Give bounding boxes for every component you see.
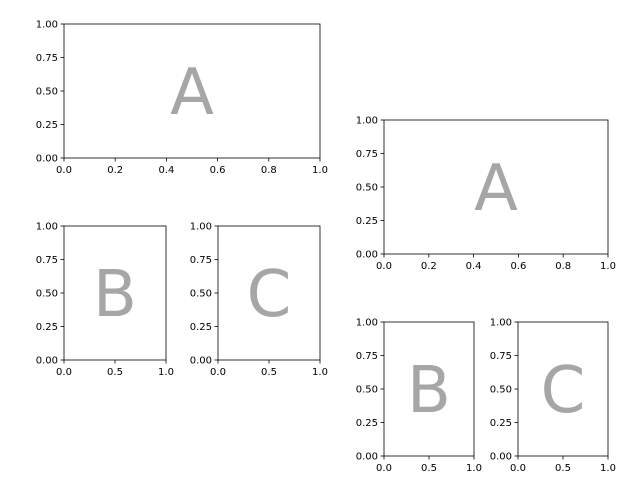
panel-label: B (93, 258, 137, 332)
y-tick-label: 0.00 (356, 452, 378, 463)
y-tick-label: 0.00 (490, 452, 512, 463)
y-tick-label: 1.00 (36, 20, 58, 31)
x-tick-label: 0.2 (107, 165, 123, 176)
x-tick-label: 0.5 (555, 463, 571, 474)
panel-label: C (541, 354, 586, 428)
x-tick-label: 0.4 (158, 165, 174, 176)
x-tick-label: 1.0 (312, 367, 328, 378)
x-tick-label: 0.0 (56, 165, 72, 176)
y-tick-label: 0.25 (356, 216, 378, 227)
y-tick-label: 0.25 (190, 322, 212, 333)
x-tick-label: 1.0 (466, 463, 482, 474)
x-tick-label: 0.8 (555, 261, 571, 272)
x-tick-label: 1.0 (158, 367, 174, 378)
y-tick-label: 0.25 (490, 418, 512, 429)
y-tick-label: 0.75 (36, 53, 58, 64)
panel-label: A (474, 152, 518, 226)
y-tick-label: 1.00 (36, 222, 58, 233)
x-tick-label: 0.5 (107, 367, 123, 378)
y-tick-label: 0.00 (36, 356, 58, 367)
y-tick-label: 0.75 (356, 149, 378, 160)
y-tick-label: 1.00 (356, 116, 378, 127)
x-tick-label: 0.5 (421, 463, 437, 474)
x-tick-label: 0.0 (510, 463, 526, 474)
y-tick-label: 1.00 (490, 318, 512, 329)
y-tick-label: 0.50 (36, 289, 58, 300)
y-tick-label: 0.25 (36, 120, 58, 131)
panel-label: A (170, 56, 214, 130)
x-tick-label: 0.8 (261, 165, 277, 176)
x-tick-label: 0.4 (466, 261, 482, 272)
x-tick-label: 0.6 (210, 165, 226, 176)
y-tick-label: 1.00 (190, 222, 212, 233)
x-tick-label: 0.5 (261, 367, 277, 378)
x-tick-label: 0.0 (56, 367, 72, 378)
y-tick-label: 0.50 (490, 385, 512, 396)
x-tick-label: 0.6 (510, 261, 526, 272)
x-tick-label: 1.0 (312, 165, 328, 176)
x-tick-label: 0.0 (376, 261, 392, 272)
x-tick-label: 1.0 (600, 261, 616, 272)
y-tick-label: 0.25 (36, 322, 58, 333)
y-tick-label: 0.75 (190, 255, 212, 266)
x-tick-label: 0.0 (210, 367, 226, 378)
x-tick-label: 1.0 (600, 463, 616, 474)
y-tick-label: 0.75 (36, 255, 58, 266)
y-tick-label: 0.50 (356, 385, 378, 396)
panel-label: B (407, 354, 451, 428)
panel-label: C (247, 258, 292, 332)
y-tick-label: 0.75 (490, 351, 512, 362)
y-tick-label: 0.75 (356, 351, 378, 362)
y-tick-label: 0.50 (356, 183, 378, 194)
y-tick-label: 0.50 (190, 289, 212, 300)
y-tick-label: 0.00 (190, 356, 212, 367)
y-tick-label: 1.00 (356, 318, 378, 329)
y-tick-label: 0.00 (36, 154, 58, 165)
x-tick-label: 0.0 (376, 463, 392, 474)
y-tick-label: 0.50 (36, 87, 58, 98)
y-tick-label: 0.25 (356, 418, 378, 429)
x-tick-label: 0.2 (421, 261, 437, 272)
y-tick-label: 0.00 (356, 250, 378, 261)
